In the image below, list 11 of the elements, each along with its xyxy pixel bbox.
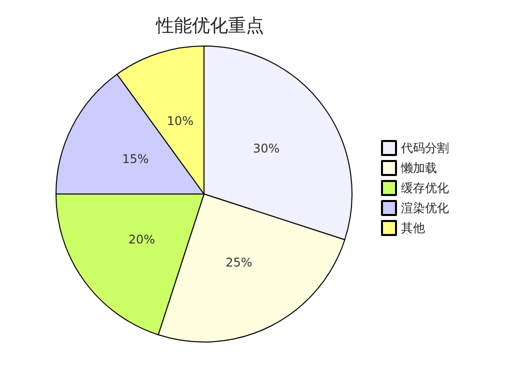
- legend-label: 代码分割: [400, 141, 449, 155]
- legend-label: 其他: [401, 221, 425, 235]
- chart-title: 性能优化重点: [155, 16, 264, 36]
- data-label: 30%: [252, 142, 280, 156]
- legend-label: 缓存优化: [401, 181, 449, 195]
- legend-label: 渲染优化: [401, 201, 449, 215]
- data-label: 20%: [128, 232, 156, 246]
- data-label: 15%: [122, 152, 149, 166]
- data-label: 10%: [166, 114, 194, 128]
- data-label: 25%: [226, 256, 252, 270]
- legend-label: 懒加载: [400, 161, 437, 175]
